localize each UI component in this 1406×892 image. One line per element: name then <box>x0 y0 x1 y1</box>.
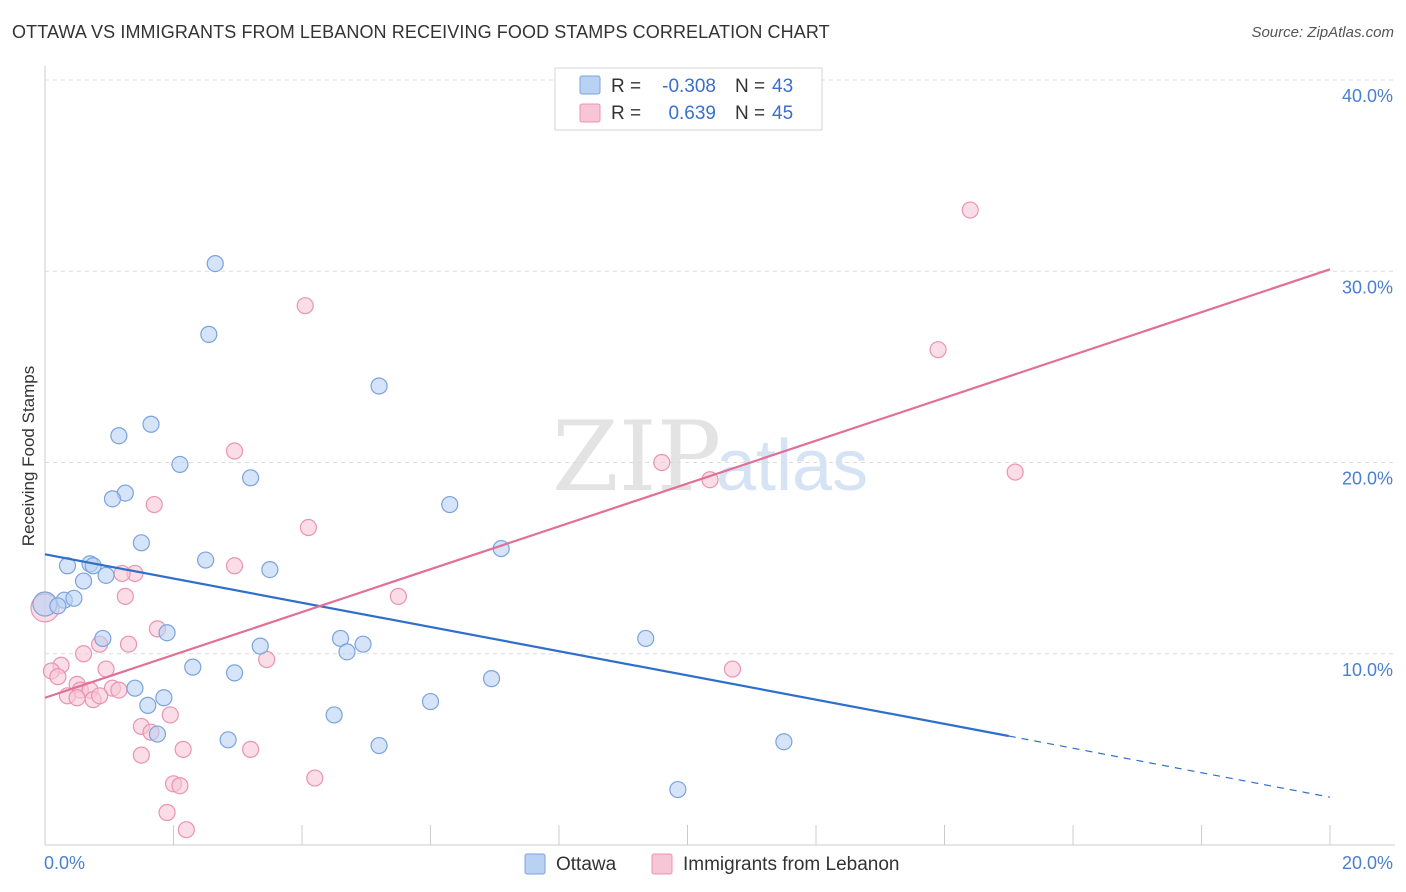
ottawa-point <box>354 635 372 653</box>
x-tick-label-max: 20.0% <box>1342 853 1393 873</box>
y-tick-label-10: 10.0% <box>1342 660 1393 680</box>
ottawa-point <box>338 643 356 661</box>
ottawa-trend-extension <box>1008 735 1331 798</box>
lebanon-point <box>132 746 150 764</box>
chart-title: OTTAWA VS IMMIGRANTS FROM LEBANON RECEIV… <box>12 22 830 42</box>
lebanon-point <box>225 557 244 575</box>
gridlines <box>45 79 1395 655</box>
lebanon-point <box>161 706 179 724</box>
ottawa-point <box>441 495 459 514</box>
legend-lebanon-n-label: N = <box>735 103 765 124</box>
lebanon-point <box>110 681 128 699</box>
tick-labels: 10.0% 20.0% 30.0% 40.0% 0.0% 20.0% <box>44 86 1393 873</box>
x-tick-label-min: 0.0% <box>44 853 85 873</box>
lebanon-point <box>929 341 947 359</box>
lebanon-point <box>158 803 176 822</box>
lebanon-point <box>242 740 260 758</box>
ottawa-point <box>637 629 655 648</box>
y-tick-label-30: 30.0% <box>1342 277 1393 297</box>
legend-lebanon-n-value: 45 <box>772 103 793 124</box>
y-tick-label-20: 20.0% <box>1342 469 1393 489</box>
legend-ottawa-n-value: 43 <box>772 76 793 97</box>
ottawa-point <box>482 670 501 688</box>
ottawa-trend-line <box>44 553 1009 738</box>
lebanon-point <box>91 687 109 705</box>
ottawa-point <box>171 455 189 474</box>
lebanon-point <box>145 495 163 514</box>
legend-ottawa-r-label: R = <box>611 76 641 97</box>
ottawa-point <box>775 733 793 751</box>
lebanon-points <box>30 201 1024 839</box>
lebanon-point <box>225 442 244 460</box>
legend-lebanon-r-value: 0.639 <box>668 103 716 124</box>
ottawa-point <box>370 377 388 395</box>
ottawa-point <box>148 725 167 743</box>
ottawa-point <box>155 689 173 707</box>
ottawa-point <box>261 560 279 579</box>
ottawa-point <box>158 624 176 642</box>
lebanon-point <box>299 518 318 537</box>
ottawa-point <box>132 534 150 552</box>
ottawa-points <box>32 255 793 799</box>
y-tick-label-40: 40.0% <box>1342 86 1393 106</box>
trend-lines <box>44 268 1331 798</box>
ottawa-point <box>97 566 115 584</box>
lebanon-point <box>174 740 192 758</box>
lebanon-point <box>306 769 324 787</box>
lebanon-point <box>116 587 134 605</box>
stats-legend: R = -0.308 N = 43 R = 0.639 N = 45 <box>554 67 823 131</box>
legend-lebanon-r-label: R = <box>611 103 641 124</box>
legend-ottawa-swatch <box>579 75 601 95</box>
ottawa-point <box>219 731 237 749</box>
lebanon-point <box>296 297 314 315</box>
ottawa-point <box>206 255 224 273</box>
source-credit: Source: ZipAtlas.com <box>1251 24 1394 41</box>
ottawa-point <box>74 572 93 590</box>
ottawa-point <box>197 551 215 569</box>
watermark-zip: ZIP <box>552 401 721 513</box>
ottawa-point <box>94 629 112 648</box>
ottawa-point <box>184 658 202 676</box>
ottawa-point <box>242 469 260 487</box>
ottawa-point <box>251 637 269 655</box>
lebanon-point <box>653 453 671 472</box>
ottawa-point <box>139 696 157 714</box>
ottawa-point <box>370 736 388 755</box>
lebanon-point <box>389 587 407 605</box>
ottawa-point <box>225 664 244 682</box>
bottom-legend-lebanon-swatch <box>651 853 673 875</box>
ottawa-point <box>669 780 687 799</box>
ottawa-point <box>325 706 343 724</box>
lebanon-point <box>49 668 67 686</box>
lebanon-trend-line <box>44 268 1331 699</box>
ottawa-point <box>103 490 122 508</box>
ottawa-point <box>421 692 440 711</box>
ottawa-point <box>65 589 83 607</box>
legend-ottawa-r-value: -0.308 <box>662 76 716 97</box>
lebanon-point <box>68 689 86 707</box>
ottawa-point <box>49 597 67 615</box>
legend-ottawa-n-label: N = <box>735 76 765 97</box>
bottom-legend-lebanon-label: Immigrants from Lebanon <box>683 854 900 875</box>
legend-lebanon-swatch <box>579 103 601 123</box>
lebanon-point <box>1006 463 1024 481</box>
bottom-legend-ottawa-label: Ottawa <box>556 854 617 875</box>
lebanon-point <box>177 821 195 839</box>
ottawa-point <box>200 325 218 343</box>
ottawa-point <box>142 415 160 433</box>
ottawa-point <box>110 427 128 445</box>
ottawa-point <box>126 679 144 697</box>
lebanon-point <box>723 660 742 678</box>
lebanon-point <box>119 635 138 653</box>
lebanon-point <box>961 201 979 219</box>
y-axis-title: Receiving Food Stamps <box>19 366 38 546</box>
series-legend: Ottawa Immigrants from Lebanon <box>524 853 900 875</box>
lebanon-point <box>171 777 189 795</box>
axes <box>44 66 1395 846</box>
lebanon-point <box>74 645 93 663</box>
bottom-legend-ottawa-swatch <box>524 853 546 875</box>
